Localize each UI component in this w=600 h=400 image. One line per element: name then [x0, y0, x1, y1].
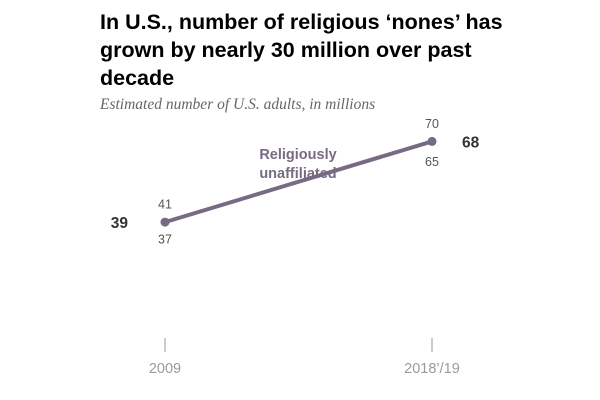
chart-subtitle: Estimated number of U.S. adults, in mill… [100, 96, 376, 113]
value-label-2009: 39 [111, 215, 129, 232]
upper-bound-label: 70 [425, 117, 439, 131]
lower-bound-label: 65 [425, 155, 439, 169]
value-label-2018-19: 68 [462, 134, 480, 151]
data-point [160, 217, 170, 227]
x-axis-tick-label: 2018’/19 [404, 361, 460, 377]
data-point [427, 136, 437, 146]
series-label-line: unaffiliated [259, 166, 336, 182]
x-axis-tick-label: 2009 [149, 361, 181, 377]
series-label-line: Religiously [259, 147, 336, 163]
series-line-religiously-unaffiliated [163, 139, 434, 225]
chart-title: In U.S., number of religious ‘nones’ has… [100, 10, 503, 90]
upper-bound-label: 41 [158, 198, 172, 212]
lower-bound-label: 37 [158, 233, 172, 247]
